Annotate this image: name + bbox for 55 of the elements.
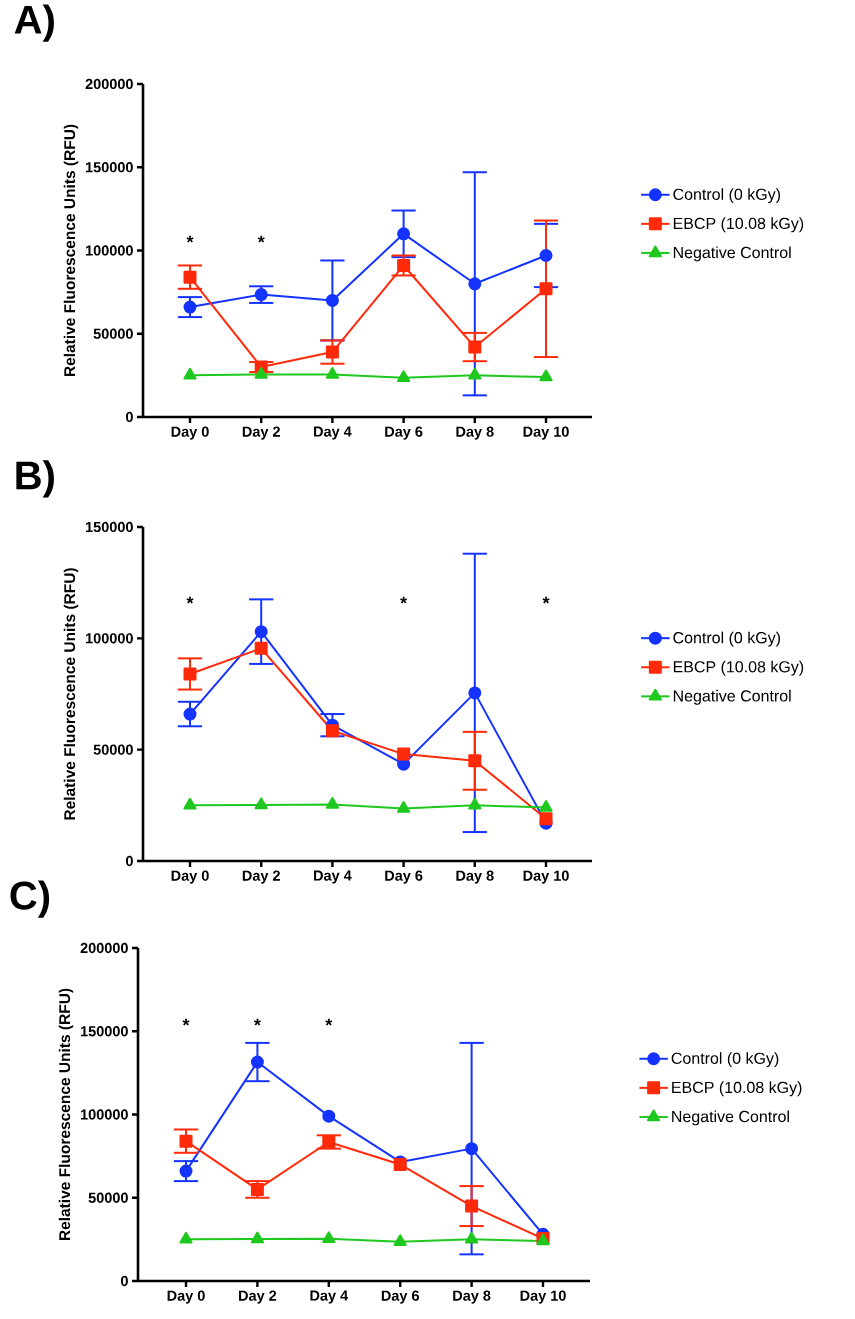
y-tick-label: 0 [120, 1275, 128, 1287]
y-tick-label: 0 [125, 411, 133, 423]
y-tick-label: 200000 [80, 942, 128, 954]
annotation: * [257, 235, 265, 243]
x-tick-label: Day 4 [310, 1290, 349, 1304]
legend-label: Control (0 kGy) [673, 631, 781, 647]
y-tick-label: 0 [125, 855, 133, 867]
annotation: * [182, 1018, 190, 1026]
x-tick-label: Day 8 [456, 426, 494, 440]
chart-title: A) [14, 4, 54, 42]
annotation: * [542, 596, 550, 604]
y-tick-label: 150000 [80, 1026, 128, 1037]
y-tick-label: 100000 [85, 633, 133, 644]
x-tick-label: Day 0 [167, 1290, 205, 1304]
legend-label: Negative Control [672, 1110, 789, 1126]
x-tick-label: Day 2 [242, 870, 280, 884]
y-tick-label: 50000 [88, 1192, 128, 1203]
legend-label: Control (0 kGy) [671, 1052, 779, 1068]
x-tick-label: Day 10 [523, 426, 569, 440]
y-tick-label: 150000 [85, 162, 133, 173]
y-tick-label: 100000 [80, 1109, 128, 1120]
x-tick-label: Day 10 [520, 1290, 566, 1304]
x-tick-label: Day 4 [314, 870, 352, 884]
x-tick-label: Day 8 [456, 870, 494, 884]
x-tick-label: Day 8 [453, 1290, 491, 1304]
legend-label: Control (0 kGy) [673, 188, 781, 204]
y-axis-title: Relative Fluorescence Units (RFU) [63, 568, 79, 820]
y-tick-label: 50000 [93, 328, 133, 339]
x-tick-label: Day 0 [171, 426, 209, 440]
legend-label: Negative Control [673, 246, 791, 262]
x-tick-label: Day 10 [523, 870, 569, 884]
legend-label: Negative Control [673, 689, 791, 705]
y-axis-title: Relative Fluorescence Units (RFU) [58, 988, 74, 1241]
annotation: * [325, 1018, 333, 1026]
y-axis-title: Relative Fluorescence Units (RFU) [63, 124, 79, 377]
x-tick-label: Day 6 [381, 1290, 420, 1304]
annotation: * [400, 596, 408, 604]
annotation: * [253, 1018, 261, 1026]
annotation: * [186, 235, 194, 243]
x-tick-label: Day 6 [385, 870, 423, 884]
x-tick-label: Day 6 [385, 426, 423, 440]
y-tick-label: 50000 [93, 744, 133, 755]
y-tick-label: 100000 [85, 245, 133, 256]
chart-title: B) [16, 460, 54, 498]
annotation: * [186, 596, 194, 604]
y-tick-label: 200000 [85, 78, 133, 90]
y-tick-label: 150000 [85, 521, 133, 533]
x-tick-label: Day 4 [314, 426, 352, 440]
x-tick-label: Day 2 [242, 426, 280, 440]
legend-label: EBCP (10.08 kGy) [673, 217, 804, 233]
x-tick-label: Day 2 [239, 1290, 277, 1304]
chart-title: C) [10, 880, 50, 918]
legend-label: EBCP (10.08 kGy) [673, 660, 804, 676]
legend-label: EBCP (10.08 kGy) [672, 1081, 802, 1097]
x-tick-label: Day 0 [171, 870, 209, 884]
